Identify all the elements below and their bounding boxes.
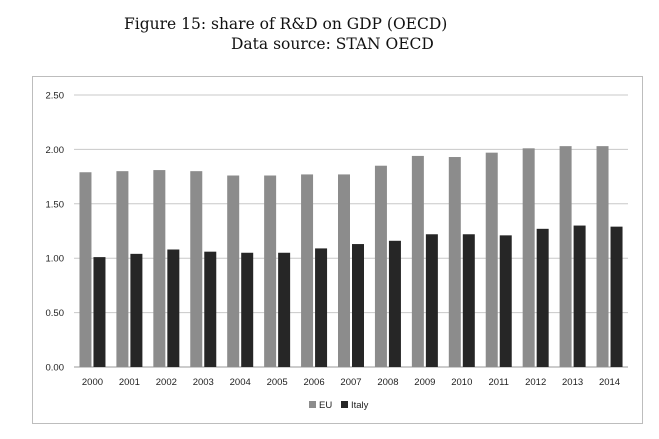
bar-eu-2001 bbox=[116, 171, 129, 367]
y-axis-tick-labels: 0.00 0.50 1.00 1.50 2.00 2.50 bbox=[46, 91, 65, 374]
bar-eu-2009 bbox=[411, 155, 424, 367]
bar-eu-2013 bbox=[559, 146, 572, 367]
x-tick-label: 2005 bbox=[267, 377, 288, 388]
bar-eu-2010 bbox=[448, 157, 461, 367]
bar-eu-2000 bbox=[79, 172, 92, 367]
y-tick-label: 0.50 bbox=[46, 308, 65, 319]
bar-eu-2004 bbox=[227, 175, 240, 367]
x-tick-label: 2013 bbox=[562, 377, 583, 388]
bar-eu-2008 bbox=[374, 165, 387, 367]
x-tick-label: 2010 bbox=[451, 377, 472, 388]
bar-eu-2005 bbox=[264, 175, 277, 367]
bar-italy-2007 bbox=[352, 244, 364, 367]
bar-italy-2011 bbox=[499, 235, 512, 367]
x-tick-label: 2014 bbox=[599, 377, 620, 388]
x-tick-label: 2006 bbox=[303, 377, 324, 388]
bar-italy-2006 bbox=[315, 248, 328, 367]
bar-chart: 0.000.501.001.502.002.50 2000 2001 2002 200… bbox=[46, 91, 628, 411]
bar-italy-2001 bbox=[130, 253, 143, 367]
x-tick-label: 2012 bbox=[525, 377, 546, 388]
bar-italy-2005 bbox=[278, 252, 291, 367]
y-tick-label: 2.00 bbox=[46, 145, 65, 156]
legend-swatch-eu bbox=[309, 401, 316, 408]
bar-eu-2014 bbox=[596, 146, 609, 367]
bar-eu-2006 bbox=[301, 174, 314, 367]
figure-title: Figure 15: share of R&D on GDP (OECD) bbox=[124, 15, 448, 33]
x-tick-label: 2011 bbox=[489, 377, 509, 388]
gridlines bbox=[74, 94, 628, 368]
bar-eu-2011 bbox=[485, 152, 498, 367]
legend-label-italy: Italy bbox=[351, 400, 369, 411]
chart-area: 0.00 0.50 1.00 1.50 2.00 2.50 2000 2001 2002 200… bbox=[32, 76, 643, 424]
bar-italy-2008 bbox=[388, 240, 401, 367]
data-source-label: Data source: STAN OECD bbox=[231, 35, 434, 53]
bar-eu-2012 bbox=[522, 148, 535, 367]
legend: EU Italy bbox=[309, 400, 369, 411]
y-tick-label: 2.50 bbox=[46, 91, 65, 102]
bar-eu-2007 bbox=[338, 174, 350, 367]
bar-italy-2004 bbox=[241, 252, 254, 367]
bar-italy-2000 bbox=[93, 257, 106, 367]
y-tick-label: 1.00 bbox=[46, 254, 65, 265]
bar-italy-2012 bbox=[536, 228, 549, 367]
bar-italy-2009 bbox=[425, 234, 438, 367]
x-tick-label: 2001 bbox=[119, 377, 140, 388]
x-tick-label: 2008 bbox=[377, 377, 398, 388]
x-tick-label: 2009 bbox=[414, 377, 435, 388]
bars bbox=[79, 146, 623, 367]
bar-italy-2013 bbox=[573, 225, 586, 367]
bar-eu-2003 bbox=[190, 171, 203, 367]
legend-swatch-italy bbox=[341, 401, 348, 408]
bar-italy-2010 bbox=[462, 234, 475, 367]
bar-eu-2002 bbox=[153, 170, 166, 367]
y-tick-label: 0.00 bbox=[46, 363, 65, 374]
bar-italy-2003 bbox=[204, 251, 217, 367]
y-tick-label: 1.50 bbox=[46, 199, 65, 210]
x-tick-label: 2003 bbox=[193, 377, 214, 388]
x-axis-tick-labels: 2000 2001 2002 2003 2004 2005 2006 2007 2008 2009… bbox=[82, 377, 620, 388]
x-tick-label: 2007 bbox=[340, 377, 361, 388]
bar-italy-2002 bbox=[167, 249, 180, 367]
x-tick-label: 2004 bbox=[230, 377, 251, 388]
bar-italy-2014 bbox=[610, 226, 623, 367]
x-tick-label: 2000 bbox=[82, 377, 103, 388]
legend-label-eu: EU bbox=[319, 400, 332, 411]
x-tick-label: 2002 bbox=[156, 377, 177, 388]
